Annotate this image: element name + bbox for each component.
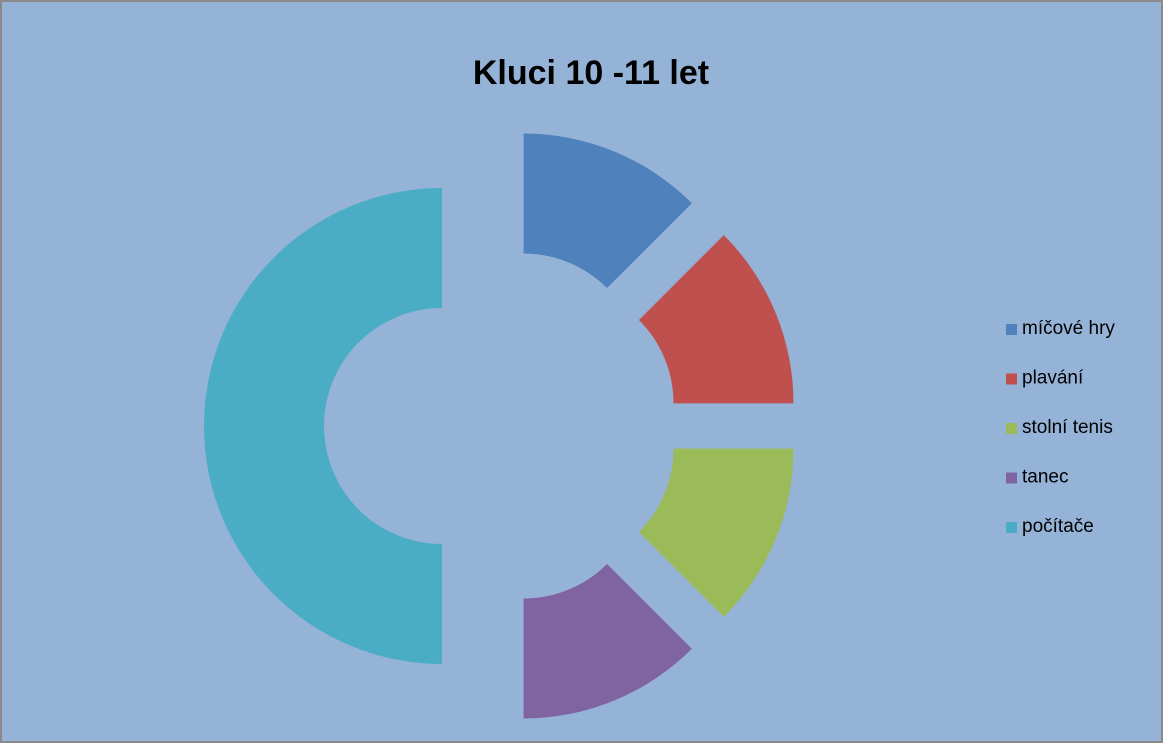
legend-label: stolní tenis bbox=[1022, 417, 1113, 438]
legend-swatch bbox=[1006, 522, 1017, 533]
doughnut-slice bbox=[638, 235, 794, 404]
legend-label: počítače bbox=[1022, 516, 1094, 537]
legend-label: míčové hry bbox=[1022, 318, 1115, 339]
legend-swatch bbox=[1006, 373, 1017, 385]
doughnut-slice bbox=[638, 448, 794, 617]
doughnut-slice bbox=[204, 188, 442, 664]
legend-label: tanec bbox=[1022, 467, 1068, 488]
doughnut-slice bbox=[523, 133, 692, 289]
chart-title: Kluci 10 -11 let bbox=[473, 54, 709, 92]
legend-swatch bbox=[1006, 472, 1017, 484]
doughnut-slice bbox=[523, 563, 692, 719]
legend-label: plavání bbox=[1022, 368, 1084, 389]
legend-swatch bbox=[1006, 423, 1017, 434]
legend-swatch bbox=[1006, 324, 1017, 335]
